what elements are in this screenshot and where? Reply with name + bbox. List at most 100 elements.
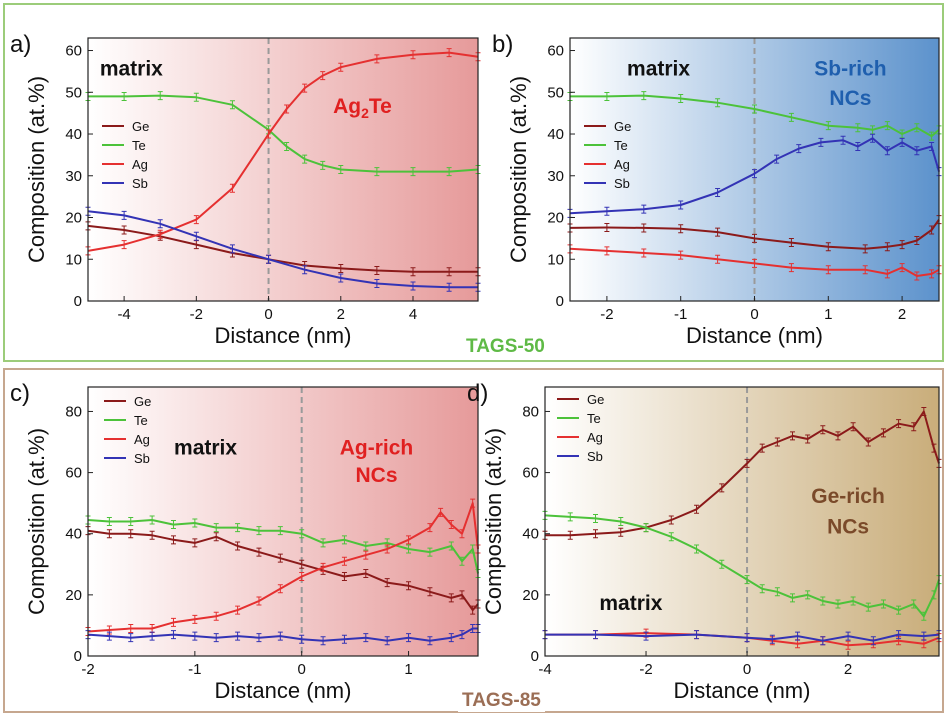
legend-label: Ag [614,157,630,172]
error-bar [884,146,890,156]
error-bar [929,131,935,141]
error-bar [774,437,780,447]
error-bar [719,559,725,569]
error-bar [744,575,750,585]
error-bar [235,523,241,533]
error-bar [825,242,831,252]
error-bar [774,154,780,164]
error-bar [374,278,380,288]
legend-label: Ge [587,392,604,407]
error-bar [850,422,856,432]
x-tick-label: -1 [188,661,201,678]
error-bar [911,599,917,609]
tags50-group-frame [3,3,944,362]
x-tick-label: -4 [117,306,130,323]
y-tick-label: 10 [65,251,82,268]
panel-label: d) [467,380,488,407]
error-bar [914,235,920,245]
legend-label: Te [134,413,148,428]
y-tick-label: 0 [74,293,82,310]
error-bar [229,244,235,254]
error-bar [774,587,780,597]
y-tick-label: 80 [522,403,539,420]
x-axis-label: Distance (nm) [674,678,811,703]
error-bar [752,233,757,243]
legend-label: Sb [614,176,630,191]
annotation-text: Ge-rich [811,485,885,508]
error-bar [170,617,176,627]
series-line-ag [87,502,479,633]
error-bar [121,91,127,101]
error-bar [604,246,610,256]
error-bar [213,611,219,621]
y-tick-label: 20 [522,587,539,604]
x-tick-label: 2 [898,306,906,323]
legend-label: Ge [134,394,151,409]
y-tick-label: 60 [522,465,539,482]
error-bar [805,590,811,600]
error-bar [213,523,219,533]
panel-label: a) [10,31,31,58]
y-tick-label: 20 [547,210,564,227]
error-bar [604,91,610,101]
legend-label: Ag [132,157,148,172]
error-bar [149,515,155,525]
plot-frame [544,386,940,657]
x-tick-label: 0 [298,661,306,678]
error-bar [788,238,794,248]
y-tick-label: 80 [65,403,82,420]
x-tick-label: 0 [750,306,758,323]
x-tick-label: 0 [743,661,751,678]
error-bar [641,248,647,258]
error-bar [835,599,841,609]
error-bar [845,640,851,650]
error-bar [193,92,199,102]
error-bar [193,231,199,241]
error-bar [795,631,801,641]
error-bar [818,137,824,147]
error-bar [192,518,198,528]
error-bar [744,458,750,468]
error-bar [678,200,684,210]
error-bar [363,568,369,578]
error-bar [341,556,347,566]
tags50-label: TAGS-50 [462,336,549,358]
error-bar [266,254,272,264]
error-bar [567,530,573,540]
error-bar [914,123,920,133]
error-bar [929,269,935,279]
error-bar [256,596,262,606]
error-bar [384,544,390,554]
error-bar [470,605,476,615]
annotation-text: NCs [355,464,397,487]
error-bar [446,48,452,58]
error-bar [850,596,856,606]
error-bar [302,154,308,164]
error-bar [128,633,134,643]
error-bar [931,443,937,453]
error-bar [884,242,890,252]
annotation-text: matrix [627,58,690,81]
error-bar [769,634,775,644]
plot-frame [87,37,479,302]
y-axis-label: Composition (at.%) [481,428,506,615]
error-bar [880,428,886,438]
annotation-text: NCs [827,516,869,539]
error-bar [604,206,610,216]
error-bar [320,160,326,170]
panel-label: b) [492,31,513,58]
error-bar [427,587,433,597]
error-bar [277,584,283,594]
error-bar [567,512,573,522]
error-bar [694,544,700,554]
error-bar [845,631,851,641]
error-bar [788,263,794,273]
error-bar [410,50,416,60]
y-tick-label: 30 [65,168,82,185]
error-bar [593,529,599,539]
plot-frame [87,386,479,657]
error-bar [157,219,163,229]
error-bar [820,596,826,606]
y-tick-label: 40 [65,526,82,543]
error-bar [284,142,290,152]
